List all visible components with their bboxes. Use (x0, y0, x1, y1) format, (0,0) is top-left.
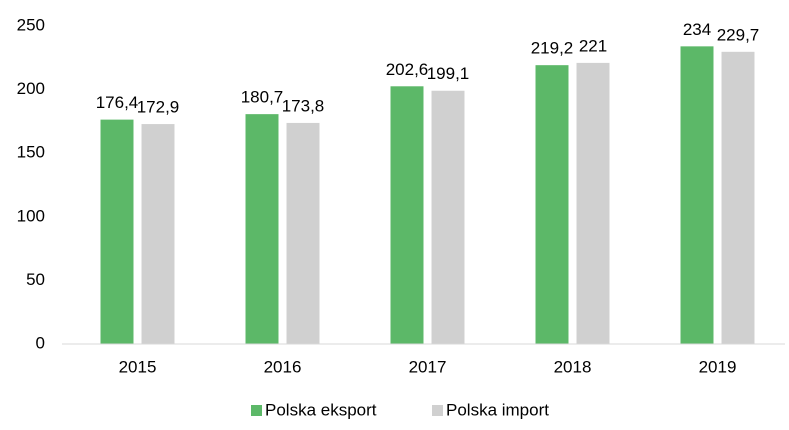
legend-swatch (432, 405, 443, 416)
legend-label: Polska eksport (265, 400, 377, 419)
y-tick-label: 50 (26, 270, 45, 289)
data-label: 229,7 (717, 25, 760, 44)
data-label: 176,4 (96, 93, 139, 112)
x-tick-label: 2019 (699, 357, 737, 376)
bar (576, 62, 610, 344)
y-tick-label: 0 (36, 333, 45, 352)
y-tick-label: 150 (17, 143, 45, 162)
data-label: 202,6 (386, 60, 429, 79)
data-label: 180,7 (241, 88, 284, 107)
data-label: 219,2 (531, 39, 574, 58)
x-tick-label: 2016 (264, 357, 302, 376)
legend-label: Polska import (446, 400, 549, 419)
bar (100, 119, 134, 344)
data-label: 221 (579, 36, 607, 55)
x-tick-label: 2017 (409, 357, 447, 376)
bar (141, 124, 175, 344)
data-label: 172,9 (137, 98, 180, 117)
y-tick-label: 100 (17, 206, 45, 225)
x-tick-label: 2018 (554, 357, 592, 376)
bar (535, 65, 569, 344)
bar (431, 90, 465, 344)
data-label: 234 (683, 20, 711, 39)
legend-swatch (251, 405, 262, 416)
x-tick-label: 2015 (119, 357, 157, 376)
bar (680, 46, 714, 345)
data-label: 199,1 (427, 64, 470, 83)
data-label: 173,8 (282, 96, 325, 115)
bar (721, 51, 755, 345)
bar (286, 122, 320, 345)
bar (390, 86, 424, 345)
bar (245, 114, 279, 344)
y-tick-label: 200 (17, 79, 45, 98)
y-tick-label: 250 (17, 15, 45, 34)
